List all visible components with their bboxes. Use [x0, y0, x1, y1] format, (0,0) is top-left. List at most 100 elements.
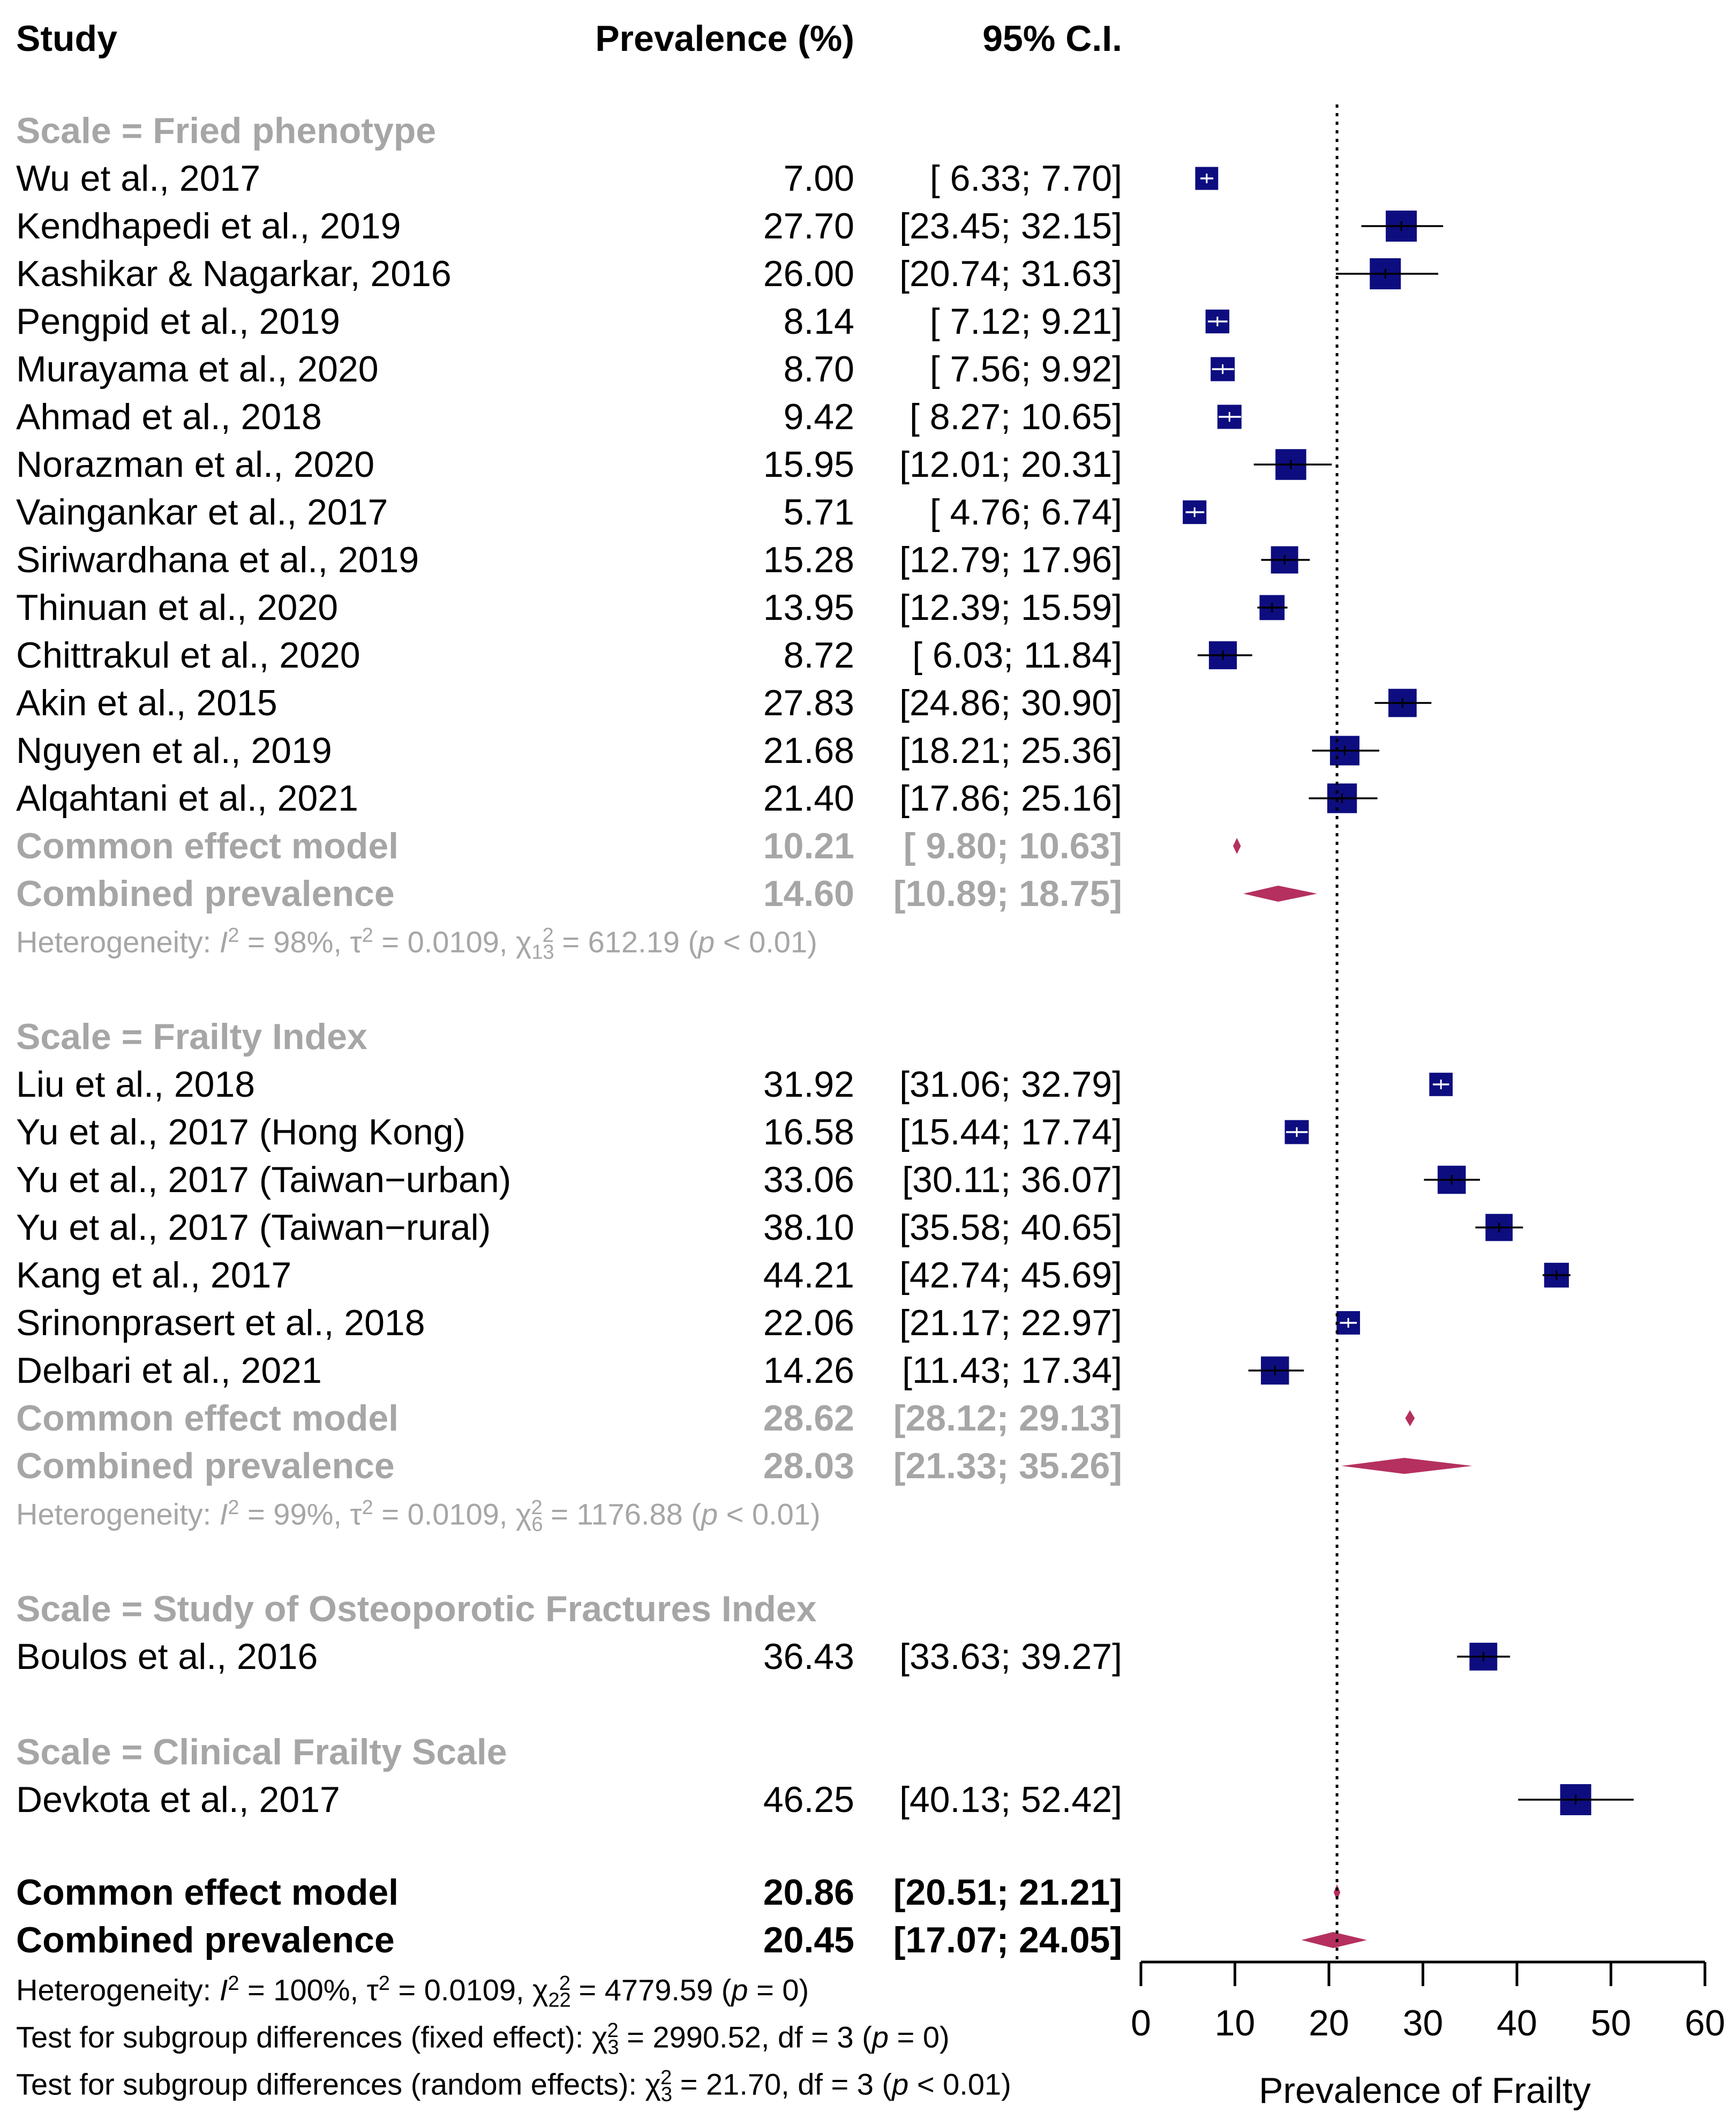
study-row-estimate: 5.71 [783, 492, 854, 533]
header-prevalence: Prevalence (%) [595, 18, 854, 59]
group-common-diamond [1233, 838, 1241, 854]
study-row-estimate: 16.58 [763, 1112, 854, 1152]
study-row-label: Yu et al., 2017 (Taiwan−urban) [16, 1159, 512, 1200]
x-tick-label: 10 [1214, 2003, 1256, 2043]
study-row-label: Wu et al., 2017 [16, 158, 261, 199]
group-common-ci: [28.12; 29.13] [893, 1398, 1122, 1439]
group-label: Scale = Study of Osteoporotic Fractures … [16, 1589, 817, 1629]
study-row-ci: [31.06; 32.79] [899, 1064, 1122, 1105]
group-common-estimate: 10.21 [763, 826, 854, 866]
study-row-ci: [12.39; 15.59] [899, 587, 1122, 628]
group-random-diamond [1341, 1458, 1472, 1474]
group-random-estimate: 28.03 [763, 1446, 854, 1486]
overall-common-ci: [20.51; 21.21] [893, 1872, 1122, 1913]
study-row-label: Liu et al., 2018 [16, 1064, 255, 1105]
header-study: Study [16, 18, 117, 59]
group-random-label: Combined prevalence [16, 873, 395, 914]
study-row-label: Chittrakul et al., 2020 [16, 635, 360, 676]
study-row-ci: [ 6.33; 7.70] [929, 158, 1122, 199]
group-common-diamond [1405, 1410, 1415, 1426]
group-random-estimate: 14.60 [763, 873, 854, 914]
study-row-estimate: 27.70 [763, 206, 854, 246]
group-label: Scale = Clinical Frailty Scale [16, 1732, 507, 1772]
study-row-estimate: 7.00 [783, 158, 854, 199]
group-heterogeneity: Heterogeneity: I2 = 99%, τ2 = 0.0109, χ6… [16, 1496, 821, 1536]
study-row-estimate: 36.43 [763, 1636, 854, 1677]
study-row-ci: [12.79; 17.96] [899, 540, 1122, 580]
x-tick-label: 30 [1402, 2003, 1444, 2043]
subgroup-test-random: Test for subgroup differences (random ef… [16, 2066, 1011, 2106]
study-row-estimate: 27.83 [763, 683, 854, 723]
study-row-ci: [42.74; 45.69] [899, 1255, 1122, 1296]
overall-random-ci: [17.07; 24.05] [893, 1920, 1122, 1960]
group-heterogeneity: Heterogeneity: I2 = 98%, τ2 = 0.0109, χ1… [16, 924, 817, 964]
study-row-estimate: 8.14 [783, 301, 854, 342]
x-tick-label: 60 [1685, 2003, 1725, 2043]
group-common-estimate: 28.62 [763, 1398, 854, 1439]
study-row-label: Devkota et al., 2017 [16, 1779, 340, 1820]
overall-random-estimate: 20.45 [763, 1920, 854, 1960]
header-ci: 95% C.I. [982, 18, 1122, 59]
study-row-label: Kang et al., 2017 [16, 1255, 292, 1296]
group-common-ci: [ 9.80; 10.63] [903, 826, 1122, 866]
x-axis-label: Prevalence of Frailty [1259, 2070, 1591, 2111]
study-row-label: Ahmad et al., 2018 [16, 396, 322, 437]
study-row-ci: [23.45; 32.15] [899, 206, 1122, 246]
study-row-label: Nguyen et al., 2019 [16, 730, 332, 771]
study-row-ci: [30.11; 36.07] [902, 1159, 1122, 1200]
group-label: Scale = Fried phenotype [16, 110, 437, 151]
study-row-label: Akin et al., 2015 [16, 683, 277, 723]
overall-common-diamond [1333, 1884, 1341, 1900]
study-row-ci: [ 7.12; 9.21] [929, 301, 1122, 342]
study-row-estimate: 8.72 [783, 635, 854, 676]
study-row-ci: [33.63; 39.27] [899, 1636, 1122, 1677]
study-row-label: Murayama et al., 2020 [16, 349, 379, 390]
study-row-ci: [20.74; 31.63] [899, 253, 1122, 294]
group-random-diamond [1243, 886, 1318, 902]
overall-random-label: Combined prevalence [16, 1920, 395, 1960]
study-row-ci: [35.58; 40.65] [899, 1207, 1122, 1248]
study-row-estimate: 15.28 [763, 540, 854, 580]
x-tick-label: 40 [1497, 2003, 1537, 2043]
study-row-estimate: 31.92 [763, 1064, 854, 1105]
study-row-estimate: 21.40 [763, 778, 854, 819]
study-row-estimate: 46.25 [763, 1779, 854, 1820]
study-row-ci: [ 8.27; 10.65] [910, 396, 1122, 437]
study-row-ci: [24.86; 30.90] [899, 683, 1122, 723]
x-tick-label: 20 [1309, 2003, 1349, 2043]
study-row-ci: [ 7.56; 9.92] [929, 349, 1122, 390]
study-row-estimate: 8.70 [783, 349, 854, 390]
study-row-ci: [11.43; 17.34] [902, 1350, 1122, 1391]
group-label: Scale = Frailty Index [16, 1016, 367, 1057]
study-row-label: Yu et al., 2017 (Taiwan−rural) [16, 1207, 491, 1248]
study-row-label: Kashikar & Nagarkar, 2016 [16, 253, 452, 294]
study-row-estimate: 33.06 [763, 1159, 854, 1200]
group-random-ci: [10.89; 18.75] [893, 873, 1122, 914]
study-row-ci: [21.17; 22.97] [899, 1302, 1122, 1343]
study-row-estimate: 9.42 [783, 396, 854, 437]
group-random-label: Combined prevalence [16, 1446, 395, 1486]
subgroup-test-fixed: Test for subgroup differences (fixed eff… [16, 2019, 950, 2059]
group-common-label: Common effect model [16, 826, 399, 866]
study-row-label: Thinuan et al., 2020 [16, 587, 339, 628]
study-row-label: Delbari et al., 2021 [16, 1350, 322, 1391]
study-row-label: Srinonprasert et al., 2018 [16, 1302, 425, 1343]
study-row-ci: [40.13; 52.42] [899, 1779, 1122, 1820]
study-row-estimate: 44.21 [763, 1255, 854, 1296]
x-tick-label: 0 [1131, 2003, 1151, 2043]
overall-random-diamond [1301, 1932, 1367, 1948]
group-common-label: Common effect model [16, 1398, 399, 1439]
study-row-label: Yu et al., 2017 (Hong Kong) [16, 1112, 466, 1152]
group-random-ci: [21.33; 35.26] [893, 1446, 1122, 1486]
study-row-estimate: 22.06 [763, 1302, 854, 1343]
overall-common-estimate: 20.86 [763, 1872, 854, 1913]
study-row-label: Vaingankar et al., 2017 [16, 492, 388, 533]
study-row-ci: [12.01; 20.31] [899, 444, 1122, 485]
study-row-estimate: 15.95 [763, 444, 854, 485]
study-row-label: Kendhapedi et al., 2019 [16, 206, 401, 246]
study-row-ci: [ 4.76; 6.74] [929, 492, 1122, 533]
study-row-estimate: 13.95 [763, 587, 854, 628]
study-row-ci: [ 6.03; 11.84] [912, 635, 1122, 676]
study-row-label: Norazman et al., 2020 [16, 444, 375, 485]
